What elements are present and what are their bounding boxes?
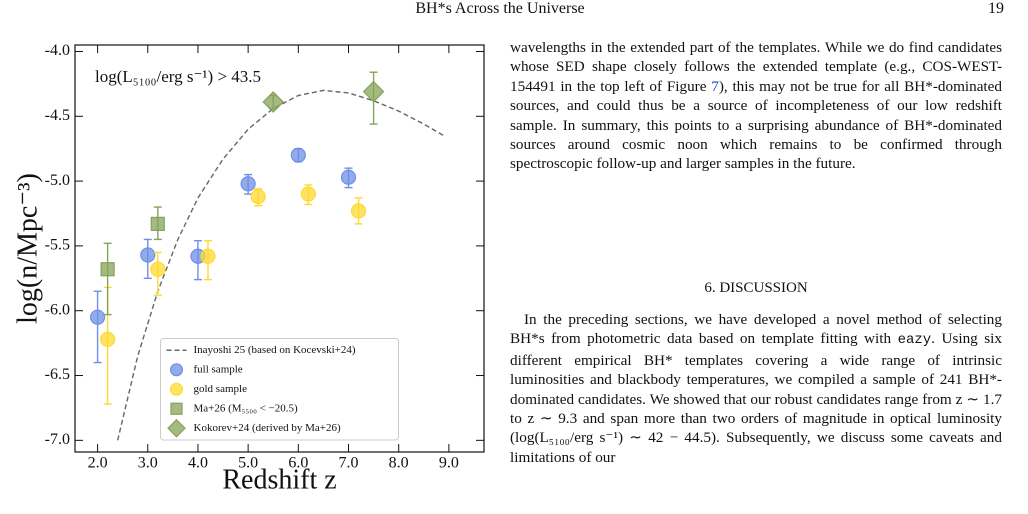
data-point: [150, 216, 165, 231]
x-axis-label: Redshift z: [222, 464, 336, 495]
legend-swatch: [167, 418, 186, 438]
data-point: [290, 147, 306, 163]
y-tick-label: -6.0: [45, 301, 70, 318]
x-tick-label: 2.0: [88, 455, 108, 472]
x-tick-label: 7.0: [339, 455, 359, 472]
y-tick-label: -5.5: [45, 237, 70, 254]
data-point: [150, 261, 166, 277]
data-point: [350, 203, 367, 219]
data-point: [300, 186, 316, 202]
legend-label: full sample: [194, 363, 243, 375]
data-point: [250, 189, 266, 205]
x-tick-label: 4.0: [188, 455, 208, 472]
legend-label: Ma+26 (M₅₅₀₀ < −20.5): [194, 402, 299, 414]
y-axis-label: log(n/Mpc⁻³): [12, 173, 43, 324]
paragraph: wavelengths in the extended part of the …: [510, 38, 1002, 174]
x-tick-label: 6.0: [288, 455, 308, 472]
data-point: [362, 80, 385, 103]
x-tick-label: 3.0: [138, 455, 158, 472]
data-point: [100, 262, 115, 277]
running-title: BH*s Across the Universe: [415, 0, 585, 17]
y-tick-label: -4.5: [45, 107, 70, 124]
code: eazy: [897, 332, 932, 349]
legend-box: [160, 338, 399, 441]
text: . Using six different empirical BH* temp…: [510, 330, 1002, 466]
text: In the preceding sections, we have devel…: [510, 311, 1002, 348]
text: wavelengths in the extended part of the …: [510, 39, 1002, 95]
data-point: [262, 91, 285, 113]
y-tick-label: -6.5: [45, 366, 70, 383]
x-tick-label: 5.0: [238, 455, 258, 472]
y-tick-label: -5.0: [45, 172, 70, 189]
chart: 2.0 3.0 4.0 5.0 6.0 7.0 8.0 9.0 -7.0 -6.5 -6.0 -5.5…: [12, 42, 485, 495]
figure-reference[interactable]: 7: [711, 77, 719, 95]
plot-frame: [74, 44, 485, 453]
text: ), this may not be true for all BH*-domi…: [510, 77, 1002, 173]
y-tick-label: -7.0: [45, 431, 70, 448]
y-tick-label: -4.0: [45, 42, 70, 59]
error-bar: [103, 242, 112, 316]
legend-label: gold sample: [194, 383, 248, 395]
paragraph: In the preceding sections, we have devel…: [510, 310, 1002, 467]
section-heading: 6. DISCUSSION: [704, 280, 808, 296]
x-tick-label: 8.0: [389, 455, 409, 472]
legend-swatch: [169, 363, 184, 377]
data-point: [100, 331, 116, 347]
legend-swatch: [169, 382, 184, 396]
data-point: [140, 247, 156, 263]
page-number: 19: [988, 0, 1004, 17]
data-point: [200, 248, 216, 264]
x-tick-label: 9.0: [439, 455, 459, 472]
data-point: [240, 176, 256, 192]
legend-swatch: [170, 402, 183, 415]
error-bar: [93, 290, 102, 364]
data-point: [89, 309, 106, 325]
model-curve: [116, 89, 445, 441]
data-point: [340, 169, 357, 185]
legend-label: Inayoshi 25 (based on Kocevski+24): [194, 344, 356, 356]
legend-label: Kokorev+24 (derived by Ma+26): [194, 422, 341, 434]
annotation: log(L₅₁₀₀/erg s⁻¹) > 43.5: [95, 67, 261, 86]
